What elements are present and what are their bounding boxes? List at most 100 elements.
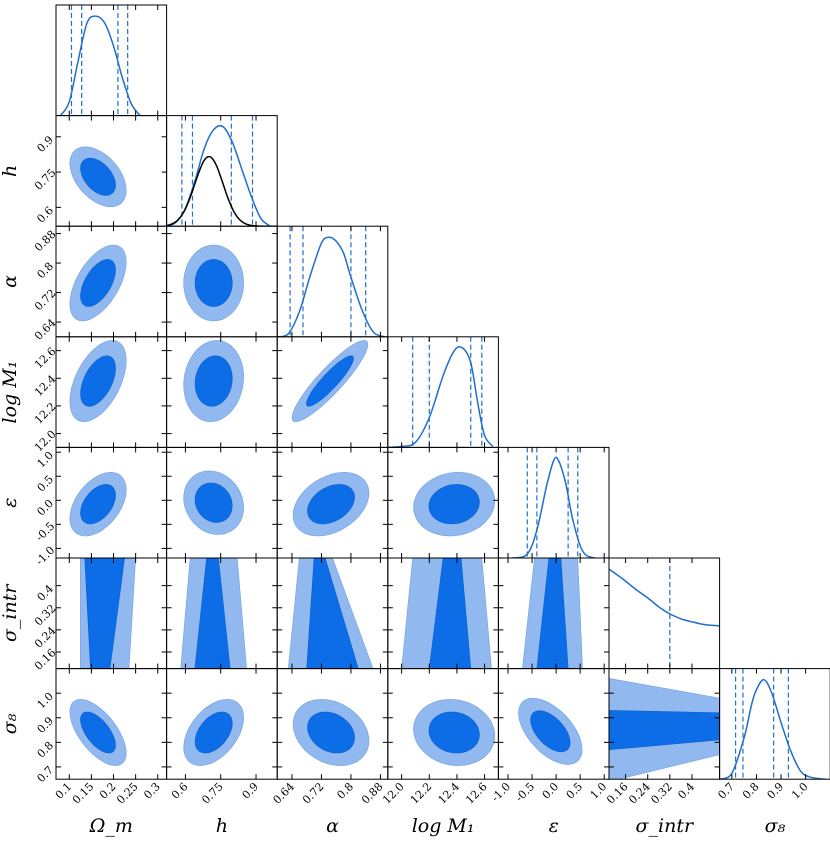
- panel-border: [608, 557, 721, 670]
- panel-frame-sigint-sigint: [608, 557, 721, 670]
- contour-68: [80, 711, 116, 754]
- x-tick-label: 12.2: [408, 780, 435, 807]
- contour-68: [84, 558, 125, 669]
- y-tick-label: 1.0: [34, 690, 56, 712]
- y-tick-label: 0.0: [34, 497, 56, 519]
- marginal-sigint: [609, 558, 720, 669]
- x-tick-label: 12.6: [463, 780, 490, 807]
- contour-68: [609, 710, 720, 751]
- x-tick-label: 0.64: [271, 780, 298, 807]
- x-tick-label: 0.4: [676, 780, 698, 802]
- x-tick-label: 0.25: [114, 780, 141, 807]
- x-tick-label: 0.72: [300, 780, 327, 807]
- joint-eps-sigint: [522, 558, 583, 669]
- y-tick-label: 0.32: [32, 602, 59, 629]
- x-axis-label-s8: σ₈: [765, 815, 786, 837]
- marginal-s8: [719, 668, 826, 780]
- x-tick-label: 0.75: [199, 780, 226, 807]
- y-axis-label-eps: ε: [0, 498, 21, 508]
- y-tick-label: 0.9: [34, 714, 56, 736]
- y-tick-label: 0.16: [32, 646, 59, 673]
- y-tick-label: 12.2: [32, 400, 59, 427]
- x-tick-label: 0.15: [70, 780, 97, 807]
- contour-68: [536, 558, 569, 669]
- panel-frame-h-h: [166, 115, 278, 227]
- y-tick-label: 0.7: [34, 764, 56, 786]
- y-axis-label-sigint: σ_intr: [0, 583, 21, 642]
- x-tick-label: 0.16: [604, 780, 631, 807]
- y-tick-label: 0.72: [32, 287, 59, 314]
- x-axis-label-alpha: α: [326, 815, 339, 837]
- joint-alpha-sigint: [287, 558, 374, 669]
- joint-Om-s8: [69, 699, 127, 766]
- x-tick-label: 0.5: [564, 780, 586, 802]
- panel-frame-Om-Om: [55, 4, 168, 117]
- contour-68: [194, 482, 233, 523]
- y-tick-label: 0.75: [32, 166, 59, 193]
- marginal-curve: [387, 345, 494, 448]
- contour-68: [80, 355, 116, 407]
- panel-border: [166, 115, 278, 227]
- panel-frame-eps-eps: [497, 446, 610, 559]
- panel-border: [719, 668, 830, 780]
- y-tick-label: 0.8: [34, 739, 56, 761]
- x-tick-label: 12.0: [380, 780, 407, 807]
- x-tick-label: -0.5: [513, 780, 537, 804]
- joint-Om-h: [69, 146, 127, 208]
- marginal-curve: [719, 678, 826, 780]
- contour-68: [307, 711, 355, 754]
- y-tick-label: 0.64: [32, 316, 59, 343]
- x-tick-label: 0.32: [648, 780, 675, 807]
- y-tick-label: 0.6: [34, 204, 56, 226]
- prior-curve: [166, 155, 278, 227]
- y-axis-label-logM1: log M₁: [0, 361, 21, 424]
- x-axis-label-sigint: σ_intr: [636, 815, 695, 837]
- panel-frame-sigint-s8: [608, 668, 721, 780]
- y-tick-label: 0.5: [34, 473, 56, 495]
- marginal-h: [166, 115, 278, 227]
- panel-border: [276, 225, 389, 338]
- x-tick-label: 0.8: [334, 780, 356, 802]
- x-tick-label: 0.0: [540, 780, 562, 802]
- y-tick-label: 12.6: [32, 345, 59, 372]
- joint-h-sigint: [180, 558, 247, 669]
- contour-68: [428, 484, 480, 525]
- contour-68: [306, 558, 359, 669]
- contour-68: [194, 259, 233, 307]
- y-tick-label: 0.9: [34, 133, 56, 155]
- y-tick-label: 0.24: [32, 624, 59, 651]
- y-tick-label: 12.4: [32, 372, 59, 399]
- joint-Om-sigint: [80, 558, 136, 669]
- panel-frame-alpha-alpha: [276, 225, 389, 338]
- x-axis-label-h: h: [216, 815, 228, 837]
- contour-68: [307, 484, 355, 525]
- contour-68: [194, 711, 233, 754]
- joint-Om-alpha: [69, 244, 127, 322]
- y-axis-label-alpha: α: [0, 275, 21, 288]
- joint-h-eps: [183, 470, 244, 535]
- contour-68: [428, 558, 472, 669]
- contour-68: [80, 259, 116, 307]
- joint-logM1-eps: [413, 471, 496, 537]
- x-tick-label: 0.88: [359, 780, 386, 807]
- contour-68: [306, 355, 354, 407]
- x-tick-label: 0.9: [240, 780, 262, 802]
- panel-frame-s8-s8: [719, 668, 830, 780]
- joint-h-alpha: [183, 244, 244, 322]
- joint-logM1-sigint: [401, 558, 492, 669]
- joint-sigint-s8: [609, 678, 720, 780]
- x-tick-label: -1.0: [489, 780, 513, 804]
- y-axis-label-h: h: [0, 165, 21, 177]
- x-axis-label-eps: ε: [549, 815, 559, 837]
- x-tick-label: 0.7: [715, 780, 737, 802]
- marginal-logM1: [387, 336, 494, 448]
- x-tick-label: 0.8: [740, 780, 762, 802]
- marginal-curve: [277, 236, 385, 337]
- marginal-alpha: [277, 226, 385, 337]
- joint-h-logM1: [183, 340, 244, 423]
- joint-alpha-logM1: [291, 340, 369, 422]
- y-axis-label-s8: σ₈: [0, 713, 21, 734]
- y-tick-label: -1.0: [33, 544, 57, 568]
- y-tick-label: 0.8: [34, 260, 56, 282]
